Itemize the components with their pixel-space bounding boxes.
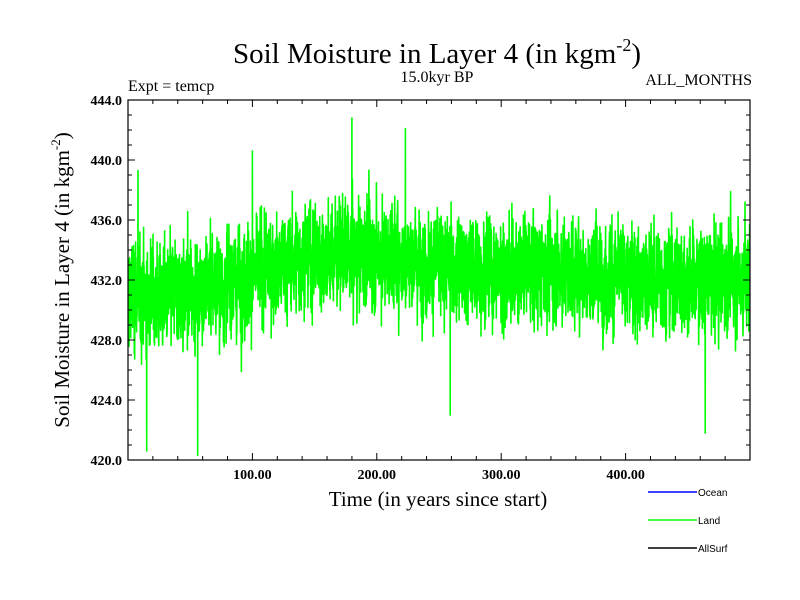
x-axis-title: Time (in years since start) (329, 487, 548, 511)
months-label: ALL_MONTHS (645, 72, 752, 89)
legend-label-allsurf: AllSurf (698, 544, 728, 555)
period-label: 15.0kyr BP (401, 69, 474, 86)
x-tick-label: 300.00 (482, 468, 521, 483)
x-tick-label: 100.00 (233, 468, 272, 483)
series-line-land (128, 117, 750, 457)
y-tick-label: 432.0 (91, 274, 123, 289)
y-axis-title: Soil Moisture in Layer 4 (in kgm-2) (48, 132, 74, 427)
y-tick-label: 428.0 (91, 334, 123, 349)
legend-label-ocean: Ocean (698, 488, 727, 499)
y-tick-label: 436.0 (91, 214, 123, 229)
legend-label-land: Land (698, 516, 720, 527)
x-tick-label: 200.00 (358, 468, 397, 483)
y-tick-label: 440.0 (91, 154, 123, 169)
y-tick-label: 424.0 (91, 394, 123, 409)
y-tick-label: 444.0 (91, 94, 123, 109)
y-axis: 420.0 424.0 428.0 432.0 436.0 440.0 444.0 (91, 94, 750, 469)
chart-title: Soil Moisture in Layer 4 (in kgm-2) (233, 35, 641, 70)
experiment-label: Expt = temcp (128, 78, 214, 95)
x-axis: 100.00 200.00 300.00 400.00 (152, 100, 726, 483)
x-tick-label: 400.00 (606, 468, 645, 483)
y-tick-label: 420.0 (91, 454, 123, 469)
legend: Ocean Land AllSurf (648, 488, 728, 555)
